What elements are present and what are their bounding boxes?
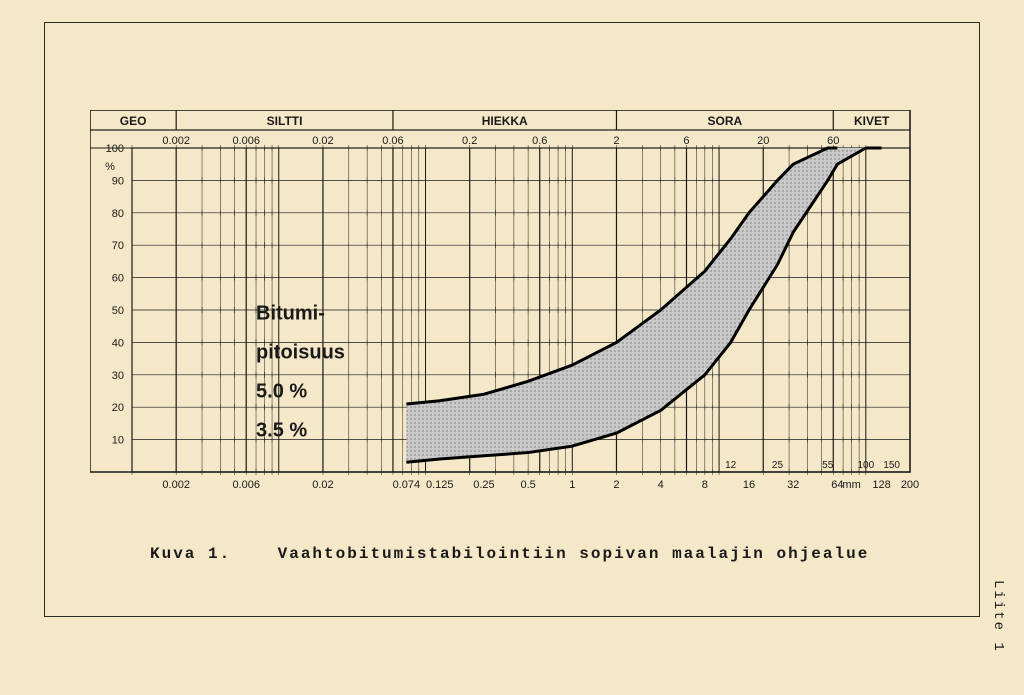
svg-text:80: 80	[112, 208, 124, 220]
svg-text:150: 150	[883, 460, 900, 471]
svg-text:0.002: 0.002	[162, 479, 190, 491]
svg-text:30: 30	[112, 370, 124, 382]
caption-text: Vaahtobitumistabilointiin sopivan maalaj…	[278, 545, 870, 563]
page: GEO SILTTI HIEKKA SORA KIVET 0.002 0.006 0.02 0.…	[0, 0, 1024, 695]
svg-text:1: 1	[569, 479, 575, 491]
svg-text:0.006: 0.006	[232, 479, 260, 491]
svg-text:5.0 %: 5.0 %	[256, 380, 307, 402]
caption-prefix: Kuva 1.	[150, 545, 231, 563]
svg-text:55: 55	[822, 460, 834, 471]
svg-text:2: 2	[613, 479, 619, 491]
svg-text:40: 40	[112, 337, 124, 349]
svg-text:0.25: 0.25	[473, 479, 494, 491]
svg-text:25: 25	[772, 460, 784, 471]
svg-text:200: 200	[901, 479, 919, 491]
svg-text:Bitumi-: Bitumi-	[256, 303, 325, 325]
svg-text:100: 100	[857, 460, 874, 471]
svg-text:10: 10	[112, 435, 124, 447]
grain-chart: GEO SILTTI HIEKKA SORA KIVET 0.002 0.006 0.02 0.…	[90, 110, 920, 510]
svg-text:GEO: GEO	[120, 114, 147, 128]
svg-text:8: 8	[702, 479, 708, 491]
svg-text:SILTTI: SILTTI	[267, 114, 303, 128]
svg-text:SORA: SORA	[708, 114, 743, 128]
svg-text:%: %	[105, 161, 115, 173]
svg-text:50: 50	[112, 305, 124, 317]
svg-text:0.074: 0.074	[393, 479, 421, 491]
svg-text:90: 90	[112, 175, 124, 187]
svg-text:32: 32	[787, 479, 799, 491]
appendix-label: Liite 1	[990, 580, 1006, 653]
svg-text:12: 12	[725, 460, 737, 471]
svg-text:0.125: 0.125	[426, 479, 454, 491]
svg-text:70: 70	[112, 240, 124, 252]
svg-text:128: 128	[872, 479, 890, 491]
svg-text:100: 100	[106, 143, 124, 155]
svg-text:20: 20	[112, 402, 124, 414]
figure-caption: Kuva 1. Vaahtobitumistabilointiin sopiva…	[150, 545, 869, 563]
svg-text:60: 60	[112, 273, 124, 285]
svg-text:HIEKKA: HIEKKA	[482, 114, 528, 128]
chart-container: GEO SILTTI HIEKKA SORA KIVET 0.002 0.006 0.02 0.…	[90, 110, 920, 510]
svg-text:4: 4	[658, 479, 664, 491]
svg-text:pitoisuus: pitoisuus	[256, 342, 345, 364]
svg-text:3.5 %: 3.5 %	[256, 419, 307, 441]
svg-text:16: 16	[743, 479, 755, 491]
svg-text:0.5: 0.5	[520, 479, 535, 491]
svg-text:mm: mm	[842, 479, 860, 491]
svg-text:0.02: 0.02	[312, 479, 333, 491]
svg-text:KIVET: KIVET	[854, 114, 890, 128]
